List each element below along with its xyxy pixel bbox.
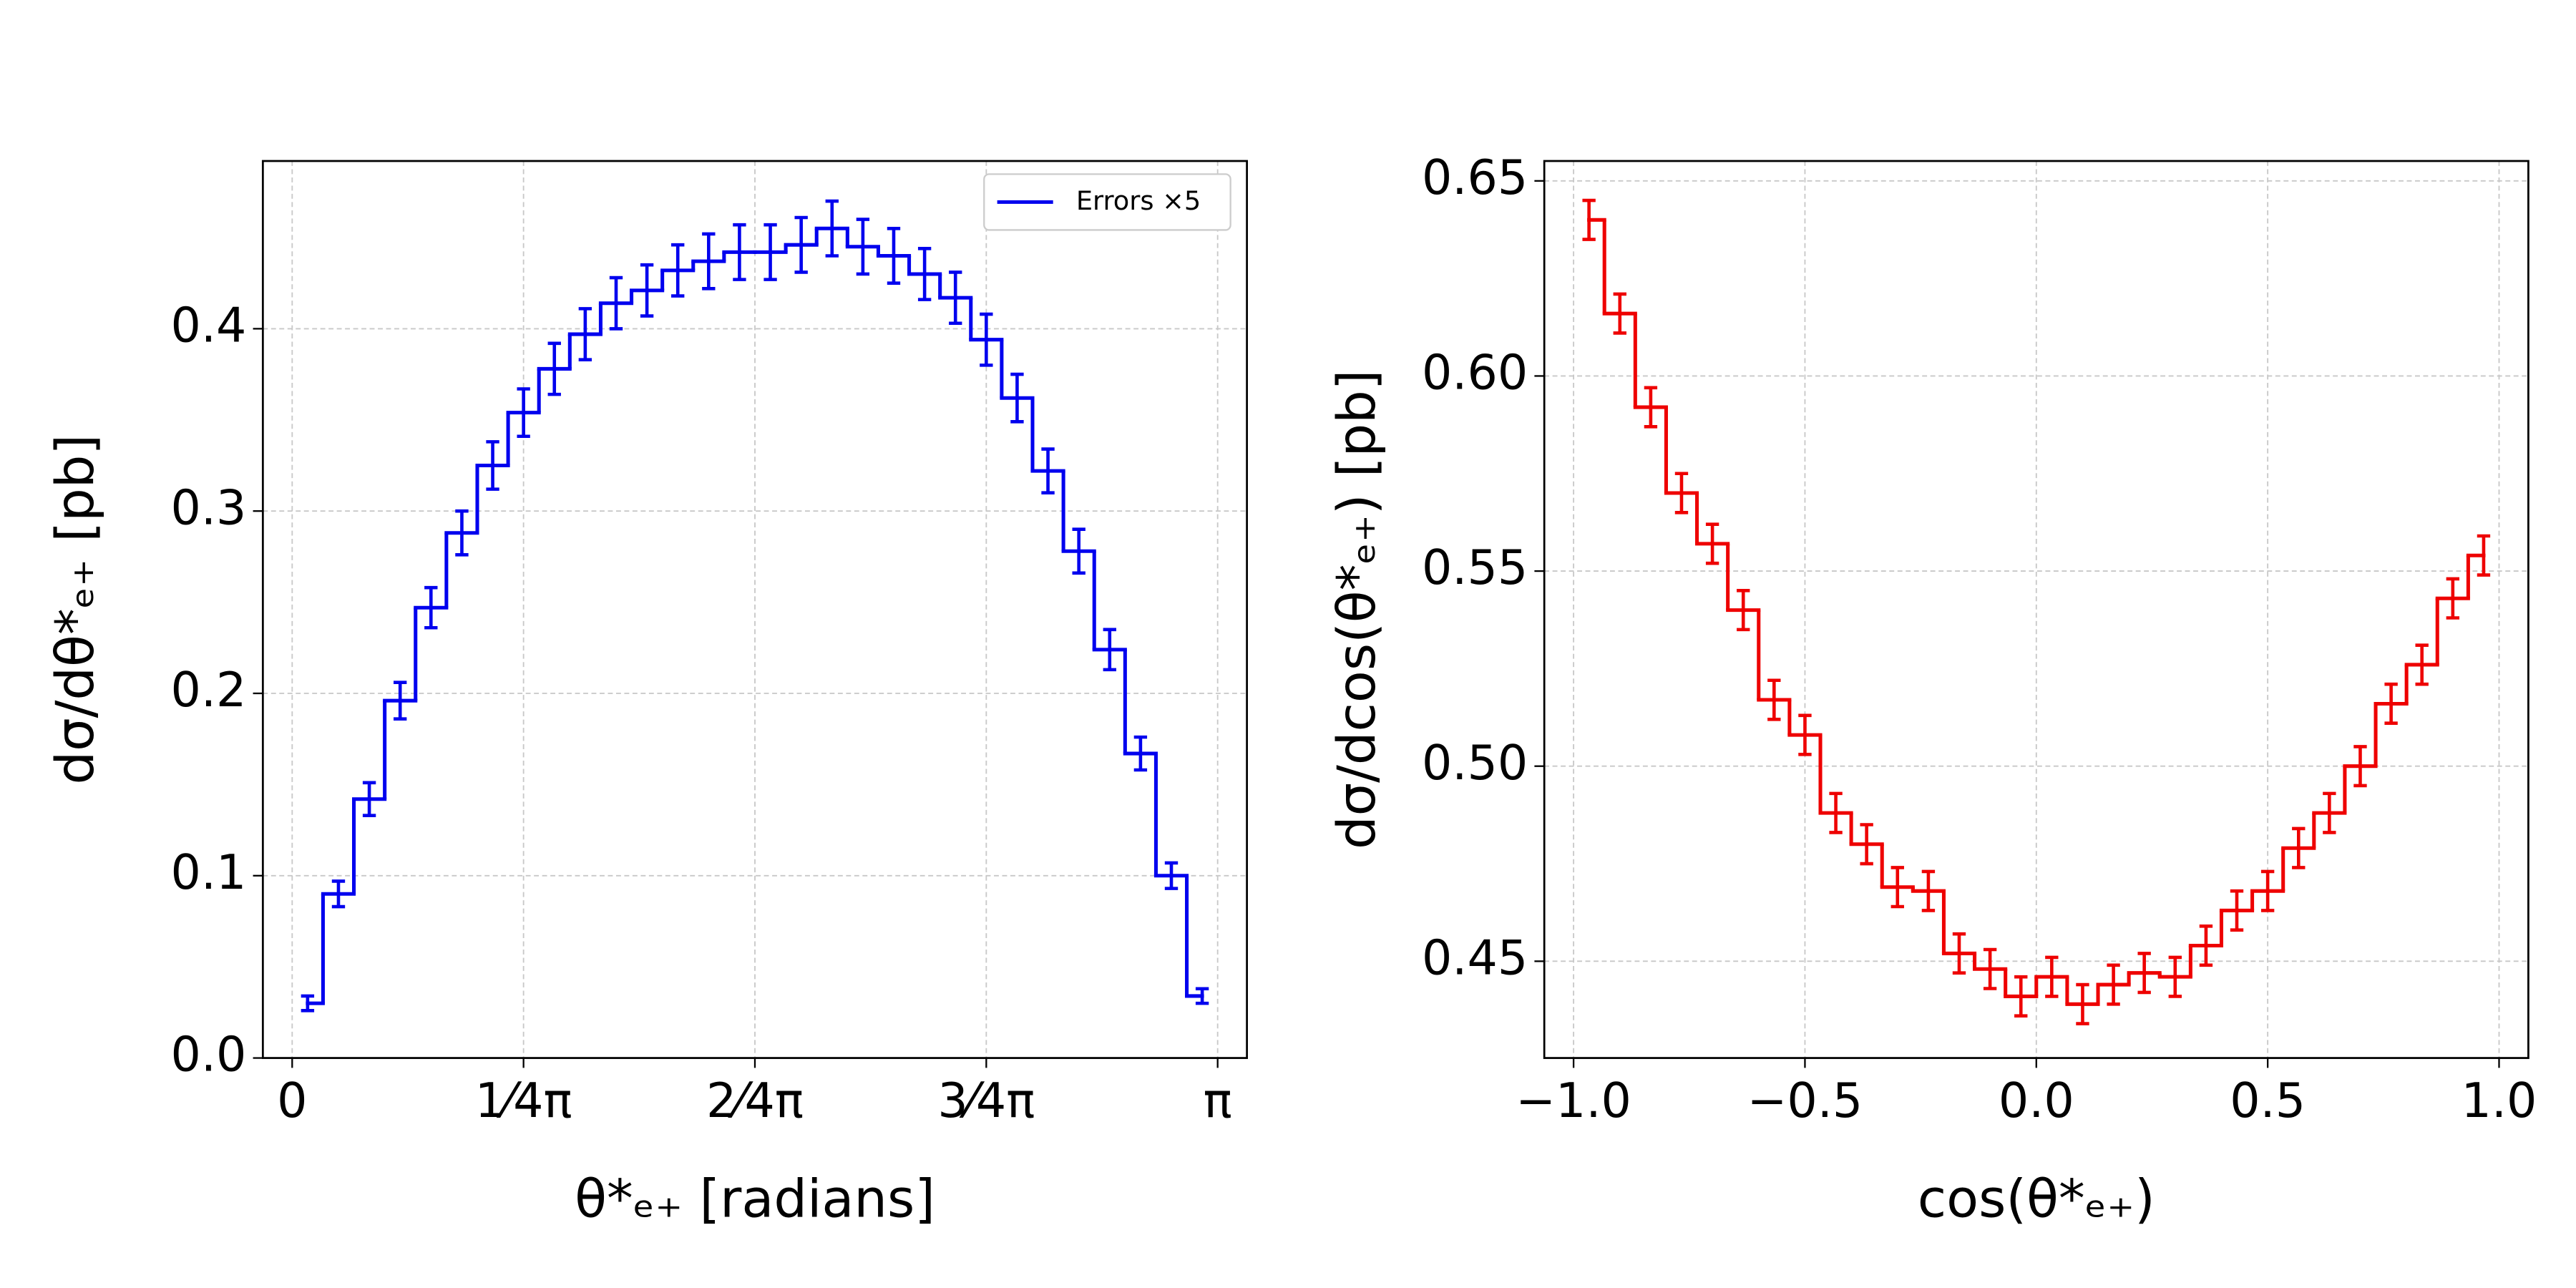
y-tick-label: 0.0 bbox=[170, 1027, 246, 1083]
y-tick-label: 0.2 bbox=[170, 662, 246, 718]
x-tick-label: 2⁄4π bbox=[706, 1073, 804, 1128]
y-tick-label: 0.60 bbox=[1422, 345, 1528, 401]
legend-label: Errors ×5 bbox=[1076, 185, 1201, 216]
x-tick-label: 0.0 bbox=[1999, 1073, 2074, 1128]
x-tick-label: 3⁄4π bbox=[937, 1073, 1035, 1128]
y-tick-label: 0.65 bbox=[1422, 150, 1528, 205]
x-tick-label: 1⁄4π bbox=[475, 1073, 572, 1128]
x-tick-label: 0.5 bbox=[2230, 1073, 2306, 1128]
y-tick-label: 0.4 bbox=[170, 297, 246, 353]
y-axis-label: dσ/dθ*ₑ₊ [pb] bbox=[45, 434, 106, 785]
x-axis-label: cos(θ*ₑ₊) bbox=[1918, 1169, 2155, 1230]
y-axis-label: dσ/dcos(θ*ₑ₊) [pb] bbox=[1327, 370, 1387, 849]
y-tick-label: 0.55 bbox=[1422, 540, 1528, 595]
x-axis-label: θ*ₑ₊ [radians] bbox=[575, 1169, 935, 1230]
x-tick-label: −0.5 bbox=[1747, 1073, 1863, 1128]
x-tick-label: 1.0 bbox=[2462, 1073, 2537, 1128]
y-tick-label: 0.50 bbox=[1422, 735, 1528, 791]
y-tick-label: 0.45 bbox=[1422, 930, 1528, 985]
x-tick-label: π bbox=[1204, 1073, 1232, 1128]
plot-frame bbox=[261, 160, 1248, 1059]
y-tick-label: 0.3 bbox=[170, 479, 246, 535]
x-tick-label: 0 bbox=[277, 1073, 307, 1128]
y-tick-label: 0.1 bbox=[170, 844, 246, 900]
x-tick-label: −1.0 bbox=[1516, 1073, 1631, 1128]
plot-frame bbox=[1543, 160, 2529, 1059]
legend-box bbox=[983, 173, 1231, 231]
